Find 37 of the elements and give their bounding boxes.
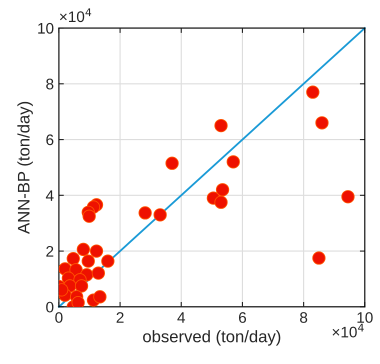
point [138, 206, 152, 220]
point [92, 266, 105, 280]
point [82, 210, 96, 223]
point [74, 279, 88, 293]
x-axis-title: observed (ton/day) [143, 330, 280, 346]
point [214, 118, 228, 132]
x-tick-label: 8 [300, 312, 308, 323]
point [341, 190, 355, 204]
point [72, 296, 85, 307]
point [315, 116, 329, 130]
y-tick-label: 6 [46, 134, 54, 146]
x-tick-label: 4 [177, 312, 186, 323]
x-tick-label: 10 [357, 312, 373, 323]
point [214, 196, 228, 209]
point [165, 156, 179, 170]
point [93, 290, 107, 304]
y-tick-label: 2 [46, 246, 54, 257]
point [154, 208, 167, 222]
point [66, 252, 80, 266]
x-tick-label: 2 [116, 312, 124, 323]
x-tick-label: 0 [55, 312, 63, 323]
y-tick-label: 8 [46, 78, 54, 90]
point [90, 244, 104, 258]
point [76, 242, 90, 256]
y-tick-label: 10 [38, 22, 54, 34]
point [101, 254, 114, 268]
text: ×10$^{4}$ [332, 324, 364, 338]
y-tick-label: 0 [46, 302, 54, 313]
point [216, 183, 230, 196]
y-axis-title: ANN-BP (ton/day) [17, 102, 33, 234]
text: ×10$^{4}$ [60, 8, 92, 22]
x-tick-label: 6 [238, 312, 246, 323]
point [82, 254, 95, 268]
y-tick-label: 4 [46, 190, 54, 201]
point [312, 251, 326, 265]
point [226, 155, 240, 168]
point [306, 86, 320, 99]
